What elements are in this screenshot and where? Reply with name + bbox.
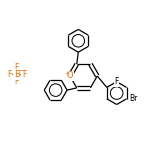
Text: F: F xyxy=(15,63,19,72)
Text: O: O xyxy=(67,71,73,81)
Text: B: B xyxy=(14,70,20,79)
Text: +: + xyxy=(65,71,70,76)
Text: F: F xyxy=(7,70,12,79)
Text: F: F xyxy=(114,77,119,86)
Text: Br: Br xyxy=(129,94,138,103)
Text: −: − xyxy=(18,68,24,74)
Text: F: F xyxy=(22,70,26,79)
Text: F: F xyxy=(15,77,19,86)
